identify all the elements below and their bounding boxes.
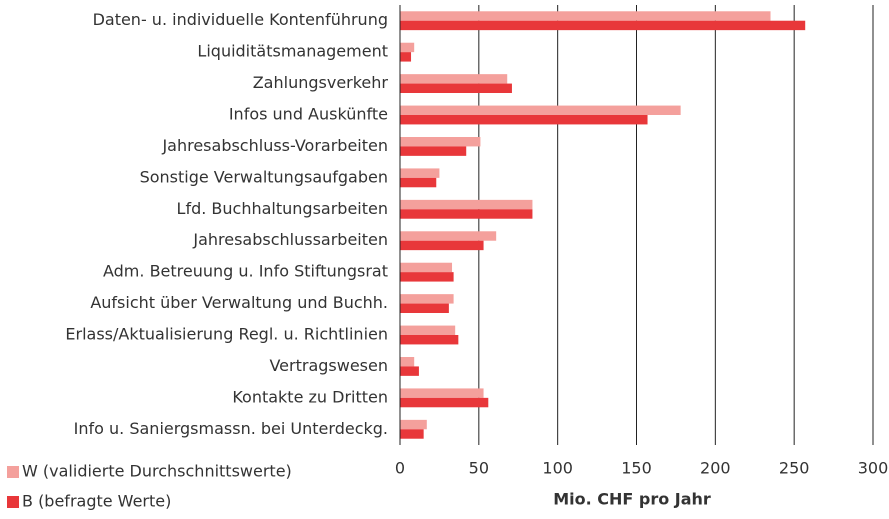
x-tick-label: 100 (542, 459, 573, 478)
bar (400, 231, 497, 241)
x-tick-label: 250 (779, 459, 810, 478)
y-tick-label: Infos und Auskünfte (229, 105, 388, 124)
x-tick-label: 200 (700, 459, 731, 478)
x-tick-label: 150 (621, 459, 652, 478)
bar (400, 20, 806, 31)
y-tick-label: Adm. Betreuung u. Info Stiftungsrat (103, 262, 388, 281)
y-tick-label: Erlass/Aktualisierung Regl. u. Richtlini… (65, 325, 388, 344)
bar (400, 303, 449, 313)
x-tick-label: 50 (469, 459, 489, 478)
bar (400, 419, 427, 430)
legend-label: B (befragte Werte) (22, 492, 171, 511)
y-tick-label: Sonstige Verwaltungsaufgaben (140, 167, 388, 186)
bar (400, 177, 437, 188)
bar (400, 388, 484, 398)
bar (400, 83, 512, 93)
bar (400, 262, 453, 273)
y-tick-label: Vertragswesen (269, 356, 388, 375)
bar (400, 429, 424, 439)
bar (400, 272, 454, 282)
y-tick-label: Jahresabschluss-Vorarbeiten (161, 136, 388, 155)
legend-label: W (validierte Durchschnittswerte) (22, 462, 292, 481)
y-tick-label: Info u. Saniergsmassn. bei Unterdeckg. (74, 419, 388, 438)
bar (400, 397, 489, 408)
bar (400, 137, 481, 147)
bar (400, 74, 508, 84)
bar (400, 240, 484, 251)
y-tick-label: Kontakte zu Dritten (232, 387, 388, 406)
x-axis-label: Mio. CHF pro Jahr (553, 490, 711, 509)
bar (400, 199, 533, 210)
bar (400, 357, 415, 367)
bar (400, 294, 454, 304)
bar (400, 42, 415, 53)
y-tick-label: Lfd. Buchhaltungsarbeiten (177, 199, 388, 218)
bar (400, 146, 467, 156)
y-tick-label: Daten- u. individuelle Kontenführung (93, 10, 388, 29)
y-tick-label: Zahlungsverkehr (253, 73, 389, 92)
y-tick-label: Jahresabschlussarbeiten (192, 230, 388, 249)
bar (400, 335, 459, 345)
legend-swatch (7, 496, 19, 508)
bar (400, 52, 412, 62)
bar (400, 115, 648, 125)
y-tick-label: Aufsicht über Verwaltung und Buchh. (90, 293, 388, 312)
bar (400, 105, 681, 115)
x-tick-label: 300 (858, 459, 889, 478)
y-tick-label: Liquiditätsmanagement (197, 42, 388, 61)
bar (400, 11, 771, 21)
bar (400, 366, 419, 376)
bar (400, 209, 533, 219)
legend-swatch (7, 466, 19, 478)
bar (400, 168, 440, 178)
bar (400, 325, 456, 335)
x-tick-label: 0 (395, 459, 405, 478)
